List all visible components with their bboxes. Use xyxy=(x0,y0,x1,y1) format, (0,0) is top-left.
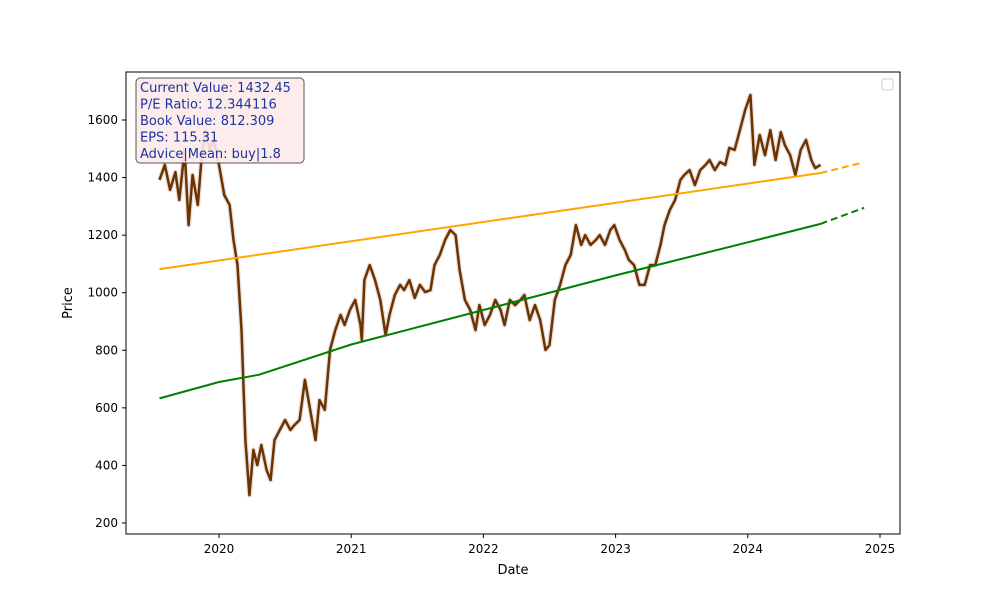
x-tick-label: 2021 xyxy=(336,542,367,556)
series-price xyxy=(158,93,822,497)
x-tick-label: 2023 xyxy=(600,542,631,556)
y-tick-label: 200 xyxy=(95,516,118,530)
x-axis-label: Date xyxy=(497,563,528,578)
y-tick-label: 1000 xyxy=(87,286,118,300)
series-upper-trend-forecast xyxy=(820,161,862,174)
x-tick-label: 2022 xyxy=(468,542,499,556)
info-box-lines: Current Value: 1432.45 P/E Ratio: 12.3441… xyxy=(140,81,291,162)
info-line: Current Value: 1432.45 xyxy=(140,81,291,96)
y-axis-label: Price xyxy=(61,287,76,319)
series-lower-trend-forecast xyxy=(820,206,865,225)
info-line: Book Value: 812.309 xyxy=(140,114,274,129)
info-line: Advice|Mean: buy|1.8 xyxy=(140,147,281,162)
info-line: P/E Ratio: 12.344116 xyxy=(140,98,277,113)
y-tick-label: 1400 xyxy=(87,171,118,185)
y-tick-label: 1600 xyxy=(87,113,118,127)
plot-frame xyxy=(125,71,901,535)
series-layer xyxy=(157,92,865,498)
x-tick-label: 2024 xyxy=(733,542,764,556)
series-upper-trend xyxy=(159,172,821,271)
legend-box xyxy=(881,78,894,91)
info-line: EPS: 115.31 xyxy=(140,131,218,146)
series-lower-trend xyxy=(159,222,821,400)
y-tick-label: 400 xyxy=(95,458,118,472)
y-tick-label: 800 xyxy=(95,343,118,357)
info-box xyxy=(135,77,305,164)
x-tick-label: 2020 xyxy=(204,542,235,556)
x-axis: 2020 2021 2022 2023 2024 2025 xyxy=(204,534,896,556)
y-tick-label: 600 xyxy=(95,401,118,415)
y-axis: 200 400 600 800 1000 1200 1400 1600 xyxy=(87,113,126,530)
x-tick-label: 2025 xyxy=(865,542,896,556)
y-tick-label: 1200 xyxy=(87,228,118,242)
